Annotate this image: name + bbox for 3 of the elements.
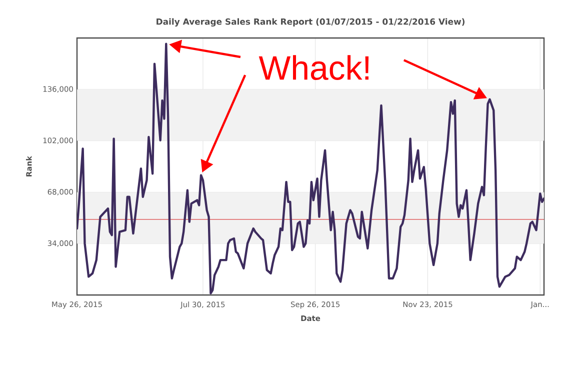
chart-title: Daily Average Sales Rank Report (01/07/2015 - 01/22/2016 View) [156,18,464,27]
line-series [77,42,544,294]
annotation: Whack! [258,55,369,80]
